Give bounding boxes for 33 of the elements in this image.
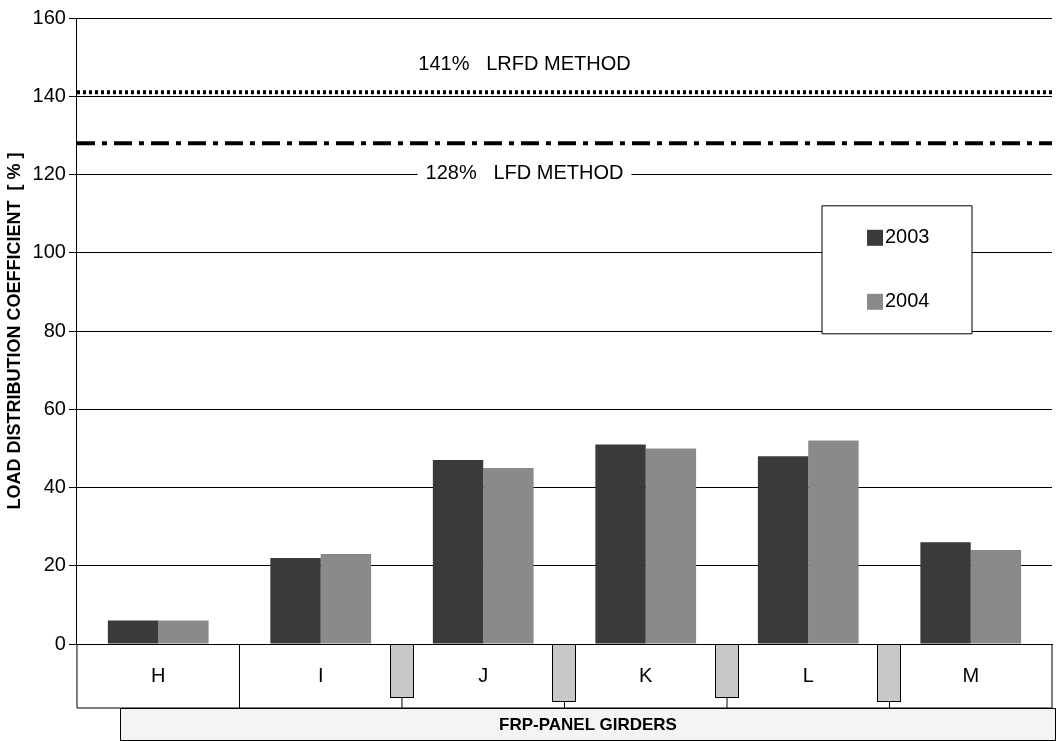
y-tick-label: 40 — [43, 475, 66, 498]
y-tick-label: 0 — [54, 631, 66, 654]
ref-line-label: 141% LRFD METHOD — [418, 51, 631, 74]
x-tick-label: L — [802, 663, 814, 686]
ref-line-label: 128% LFD METHOD — [425, 160, 624, 183]
bar — [645, 448, 697, 644]
y-tick-label: 100 — [32, 240, 66, 263]
bar — [158, 620, 209, 644]
x-tick-label: M — [962, 663, 980, 686]
bar — [320, 554, 372, 644]
bar — [432, 460, 484, 644]
bar — [970, 550, 1022, 644]
legend-label: 2004 — [885, 289, 930, 312]
bar — [808, 440, 859, 644]
bar — [920, 542, 971, 644]
bar — [483, 467, 534, 644]
x-tick-label: J — [478, 663, 489, 686]
x-axis-title: FRP-PANEL GIRDERS — [120, 708, 1056, 741]
y-tick-label: 120 — [32, 162, 66, 185]
y-tick-label: 60 — [43, 396, 66, 419]
x-tick-label: K — [639, 663, 654, 686]
x-tick-label: I — [317, 663, 324, 686]
y-tick-label: 140 — [32, 83, 66, 106]
bar — [270, 557, 321, 644]
y-axis-title: LOAD DISTRIBUTION COEFFICIENT [ % ] — [3, 152, 24, 510]
bar — [757, 456, 809, 644]
y-tick-label: 160 — [32, 5, 66, 28]
y-tick-label: 80 — [43, 318, 66, 341]
bar — [107, 620, 159, 644]
bar — [595, 444, 646, 644]
y-tick-label: 20 — [43, 553, 66, 576]
legend-label: 2003 — [885, 225, 930, 248]
x-tick-label: H — [151, 663, 166, 686]
